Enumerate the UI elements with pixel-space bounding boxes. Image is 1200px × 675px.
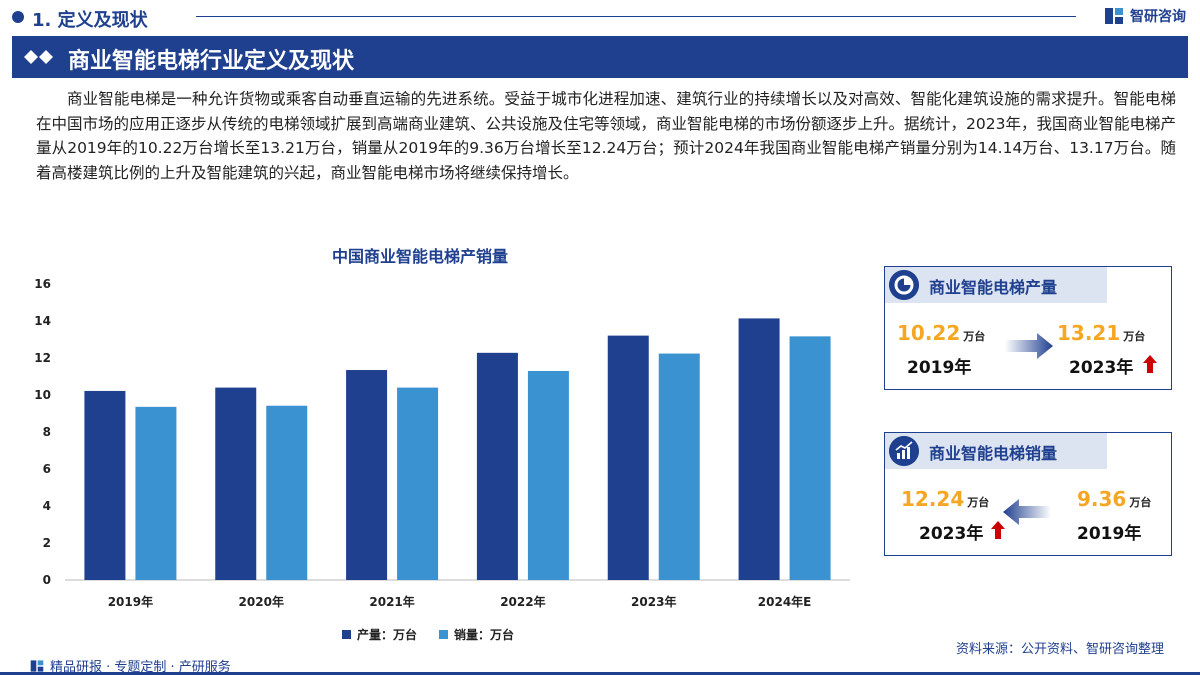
bar-production [476,352,518,580]
footer-slogan-group: 精品研报 · 专题定制 · 产研服务 [30,656,231,675]
x-tick-label: 2019年 [108,594,153,609]
y-tick-label: 12 [34,351,51,365]
up-arrow-icon [1143,355,1157,373]
panel-title: 商业智能电梯销量 [929,444,1058,463]
bar-sales [527,370,569,580]
bar-sales [135,406,177,580]
section-dot [12,11,24,23]
bar-production [738,318,780,580]
legend-item-sales: 销量：万台 [439,626,514,643]
bar-production [607,335,649,580]
panel-header: 商业智能电梯产量 [885,267,1107,303]
bottom-divider [0,672,1200,675]
production-2019-value: 10.22 万台 [897,321,985,345]
unit-text: 万台 [967,496,990,509]
production-panel: 商业智能电梯产量 10.22 万台 2019年 13.21 万台 2023年 [884,266,1172,390]
chart-legend: 产量：万台 销量：万台 [342,626,514,643]
value-text: 13.21 [1057,321,1121,345]
x-tick-label: 2022年 [500,594,545,609]
bar-sales [658,353,700,580]
year-label: 2019年 [1077,524,1142,544]
brand-logo-icon [1105,8,1123,24]
panel-title: 商业智能电梯产量 [929,278,1058,297]
source-note: 资料来源：公开资料、智研咨询整理 [955,642,1164,657]
sales-2019-value: 9.36 万台 [1077,487,1151,511]
unit-text: 万台 [1123,330,1146,343]
diamond-icon [24,50,53,64]
arrow-left-icon [1003,499,1051,525]
trend-chart-icon [889,436,919,466]
top-divider [196,16,1076,17]
y-tick-label: 4 [43,499,51,513]
y-tick-label: 16 [34,277,51,291]
bar-sales [789,336,831,580]
value-text: 10.22 [897,321,961,345]
x-tick-label: 2024年E [758,594,812,609]
legend-label-sales: 销量：万台 [454,628,515,642]
unit-text: 万台 [963,330,986,343]
bar-production [346,370,388,580]
bar-sales [397,387,439,580]
legend-swatch-production [342,630,351,639]
bar-production [84,390,126,580]
section-title: 1. 定义及现状 [32,10,148,31]
y-tick-label: 8 [43,425,51,439]
arrow-right-icon [1005,333,1053,359]
title-banner: 商业智能电梯行业定义及现状 [12,36,1188,78]
y-tick-label: 14 [34,314,51,328]
bar-production [215,387,257,580]
pie-chart-icon [889,270,919,300]
legend-item-production: 产量：万台 [342,626,417,643]
chart-title: 中国商业智能电梯产销量 [331,247,508,266]
legend-label-production: 产量：万台 [357,628,418,642]
value-text: 12.24 [901,487,965,511]
x-tick-label: 2020年 [239,594,284,609]
banner-title: 商业智能电梯行业定义及现状 [68,49,355,74]
value-text: 9.36 [1077,487,1127,511]
sales-panel: 商业智能电梯销量 12.24 万台 2023年 9.36 万台 2019年 [884,432,1172,556]
top-bar: 1. 定义及现状 智研咨询 [0,0,1200,34]
bar-sales [266,405,308,580]
year-label: 2023年 [1069,358,1134,378]
unit-text: 万台 [1129,496,1152,509]
year-label: 2019年 [907,358,972,378]
brand-name: 智研咨询 [1130,9,1186,25]
up-arrow-icon [991,521,1005,539]
brand-logo-icon [30,659,44,672]
intro-paragraph: 商业智能电梯是一种允许货物或乘客自动垂直运输的先进系统。受益于城市化进程加速、建… [36,90,1176,182]
y-tick-label: 10 [34,388,51,402]
footer-slogan: 精品研报 · 专题定制 · 产研服务 [50,660,231,675]
production-2023-value: 13.21 万台 [1057,321,1145,345]
x-tick-label: 2023年 [631,594,676,609]
panel-header: 商业智能电梯销量 [885,433,1107,469]
legend-swatch-sales [439,630,449,639]
brand: 智研咨询 [1104,6,1186,26]
year-label: 2023年 [919,524,984,544]
bar-chart: 0 2 4 6 8 10 12 14 16 2019年 2020年 2021年 2022年 2023年 20… [34,277,850,609]
x-tick-label: 2021年 [369,594,414,609]
y-tick-label: 2 [43,536,51,550]
y-tick-label: 0 [43,573,51,587]
y-tick-label: 6 [43,462,51,476]
sales-2023-value: 12.24 万台 [901,487,989,511]
